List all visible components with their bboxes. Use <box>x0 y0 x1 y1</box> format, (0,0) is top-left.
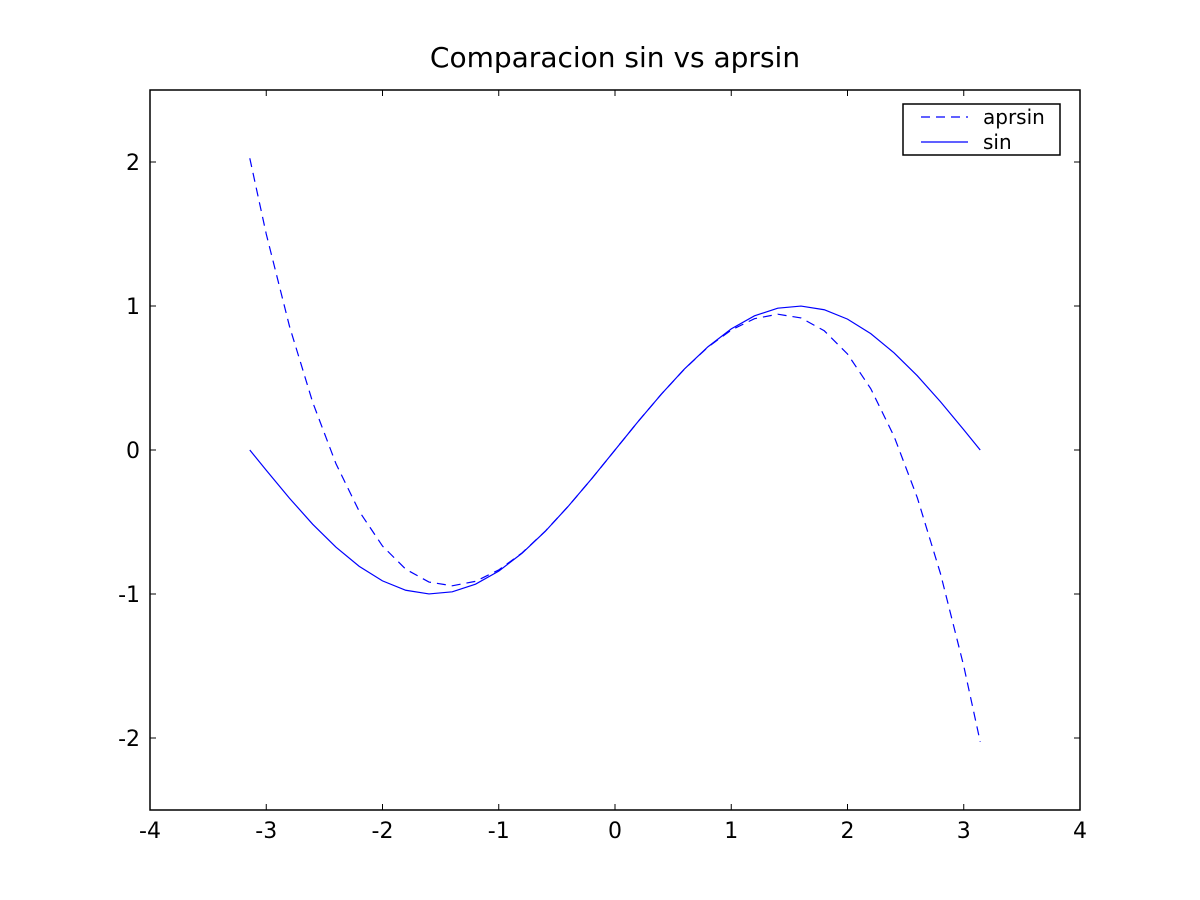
x-tick-label: -3 <box>255 819 277 844</box>
x-tick-label: -4 <box>139 819 161 844</box>
x-tick-label: 2 <box>841 819 855 844</box>
series-line-sin <box>249 305 981 595</box>
x-tick-label: 3 <box>957 819 971 844</box>
series-layer <box>249 158 981 742</box>
x-tick-label: -2 <box>372 819 394 844</box>
x-tick-label: 1 <box>724 819 738 844</box>
tick-layer: -4 -3 -2 -1 0 1 2 3 4 -2 -1 0 1 2 <box>118 90 1087 844</box>
legend-label-aprsin: aprsin <box>983 105 1045 129</box>
y-tick-label: 1 <box>126 295 140 320</box>
legend-label-sin: sin <box>983 130 1012 154</box>
y-tick-label: -1 <box>118 583 140 608</box>
y-tick-label: -2 <box>118 727 140 752</box>
x-tick-label: -1 <box>488 819 510 844</box>
chart-title: Comparacion sin vs aprsin <box>430 41 800 74</box>
x-tick-label: 4 <box>1073 819 1087 844</box>
y-tick-label: 2 <box>126 151 140 176</box>
plot-area: -4 -3 -2 -1 0 1 2 3 4 -2 -1 0 1 2 <box>118 89 1087 844</box>
y-tick-label: 0 <box>126 439 140 464</box>
legend-frame <box>902 103 1061 156</box>
x-tick-label: 0 <box>608 819 622 844</box>
